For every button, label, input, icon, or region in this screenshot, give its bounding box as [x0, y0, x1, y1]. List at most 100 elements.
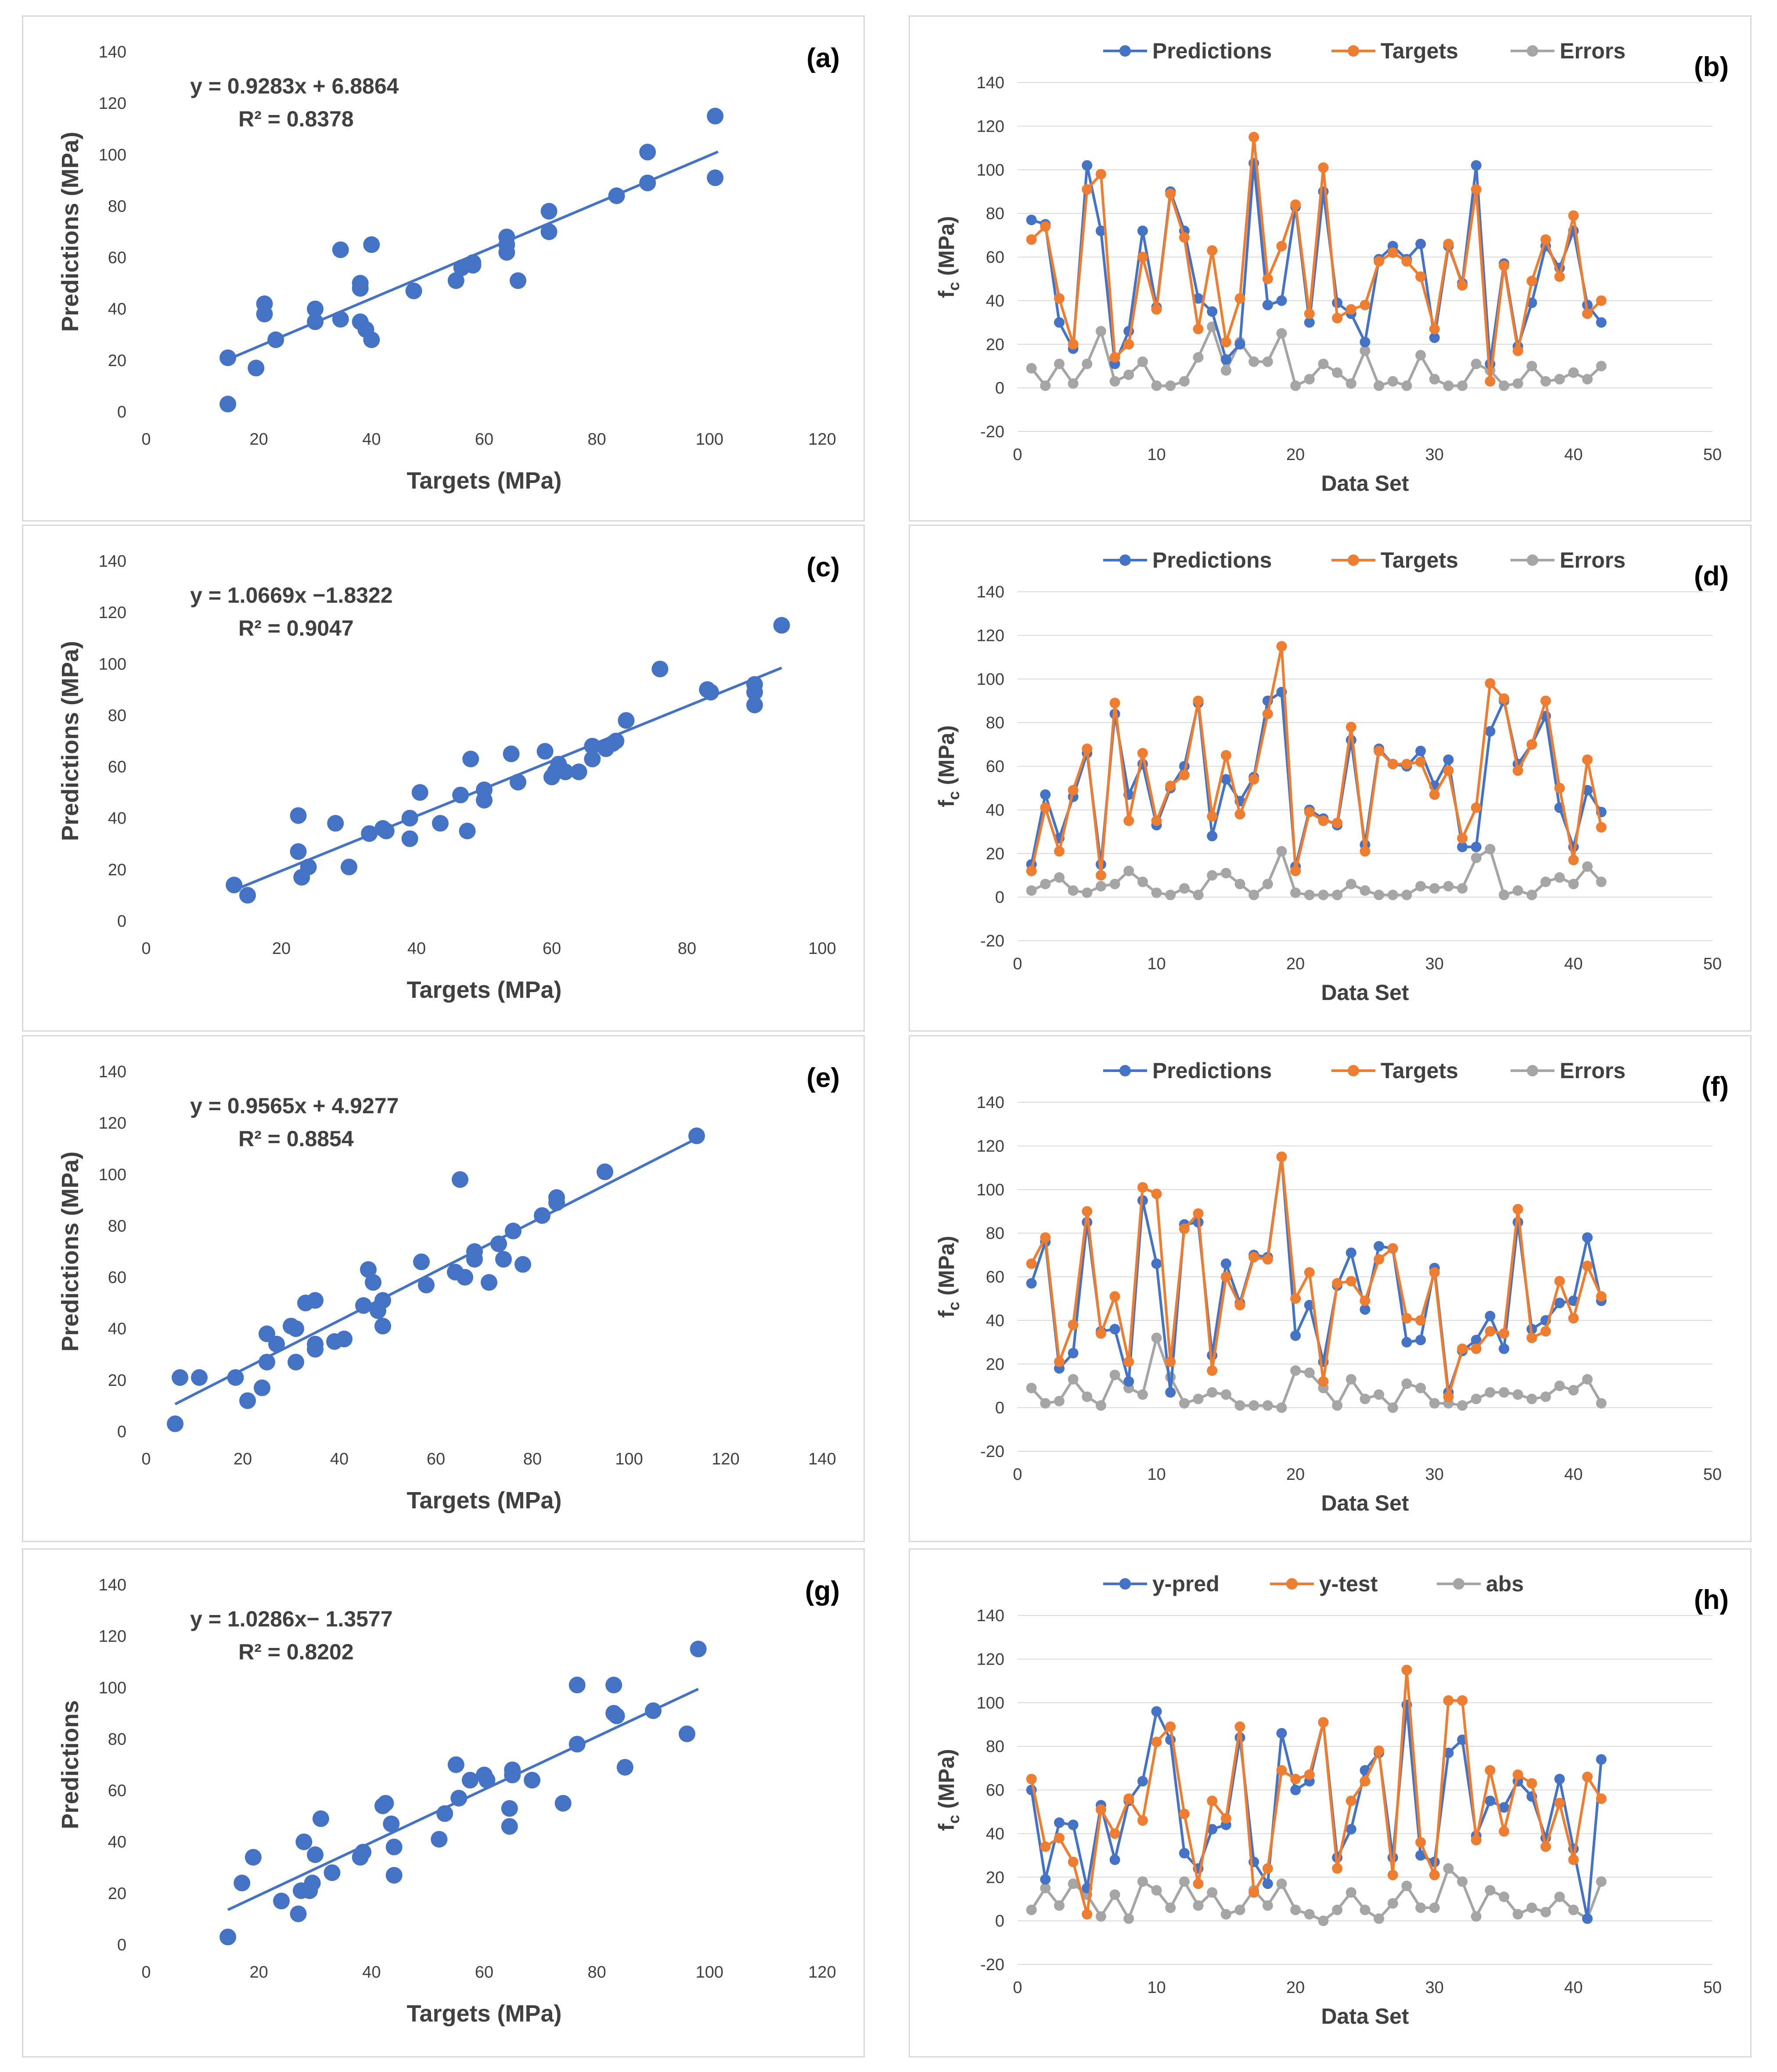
series-point: [1248, 889, 1259, 900]
x-tick-label: 140: [808, 1450, 836, 1468]
series-point: [1596, 876, 1607, 887]
series-point: [1109, 1889, 1120, 1900]
series-point: [1262, 1878, 1273, 1889]
x-tick-label: 60: [427, 1450, 445, 1468]
series-point: [1554, 1773, 1565, 1784]
series-line-targets: [1030, 1155, 1603, 1398]
trendline: [230, 666, 782, 893]
y-tick-label: 100: [977, 161, 1004, 180]
data-point: [679, 1725, 695, 1742]
chart-c-svg: 0 20 40 60 80 100 120 140 0 20 40 60 80 100 Targets (M…: [57, 552, 840, 1003]
series-point: [1123, 339, 1134, 350]
series-point: [1054, 1356, 1065, 1367]
y-tick-label: 20: [108, 1885, 126, 1903]
series-point: [1540, 234, 1551, 245]
series-point: [1054, 317, 1065, 328]
x-tick-label: 120: [808, 430, 836, 449]
series-point: [1512, 345, 1523, 356]
series-point: [1526, 1332, 1537, 1343]
r-squared: R² = 0.8854: [238, 1126, 354, 1151]
data-point: [514, 1256, 531, 1273]
data-point: [365, 1274, 381, 1291]
series-point: [1220, 365, 1231, 376]
data-point: [476, 791, 493, 809]
y-axis-title: fc (MPa): [934, 725, 963, 807]
data-point: [510, 773, 526, 791]
series-point: [1220, 337, 1231, 348]
series-point: [1290, 1293, 1301, 1304]
series-point: [1318, 1717, 1329, 1728]
series-point: [1401, 889, 1412, 900]
data-point: [447, 272, 464, 289]
series-point: [1095, 870, 1106, 881]
data-point: [377, 1795, 394, 1812]
series-point: [1095, 169, 1106, 180]
data-point: [172, 1369, 188, 1386]
legend-marker: [1527, 45, 1538, 57]
data-point: [746, 697, 763, 713]
series-point: [1499, 1891, 1510, 1902]
y-tick-label: 80: [986, 714, 1004, 732]
series-point: [1512, 1909, 1523, 1920]
trendline: [227, 1687, 699, 1911]
data-point: [341, 859, 357, 875]
y-tick-label: -20: [980, 1442, 1004, 1461]
series-point: [1429, 1870, 1440, 1881]
series-point: [1248, 1887, 1259, 1898]
series-point: [1220, 867, 1231, 878]
panel-label: (g): [805, 1576, 840, 1606]
y-tick-label: 60: [986, 1781, 1004, 1800]
y-tick-label: 100: [977, 1694, 1004, 1712]
series-point: [1471, 1911, 1482, 1922]
series-point: [1137, 252, 1148, 263]
series-point: [1026, 363, 1037, 374]
series-point: [1262, 356, 1273, 367]
data-point: [746, 683, 763, 701]
legend-label: Errors: [1560, 39, 1626, 63]
y-tick-label: 0: [995, 889, 1004, 907]
series-point: [1179, 1809, 1190, 1820]
series-point: [1179, 1398, 1190, 1409]
series-point: [1387, 889, 1398, 900]
series-point: [1374, 1389, 1385, 1400]
series-line-targets: [1030, 645, 1603, 877]
series-point: [1304, 374, 1315, 385]
data-point: [273, 1892, 290, 1910]
series-point: [1165, 188, 1176, 199]
series-point: [1095, 1804, 1106, 1815]
series-point: [1499, 1387, 1510, 1398]
series-point: [1554, 1798, 1565, 1809]
data-point: [707, 108, 724, 125]
series-point: [1582, 1374, 1593, 1385]
series-point: [1374, 889, 1385, 900]
data-point: [324, 1864, 341, 1881]
series-point: [1485, 1885, 1496, 1896]
series-point: [1151, 1706, 1162, 1717]
series-point: [1109, 878, 1120, 889]
series-point: [1137, 876, 1148, 887]
x-tick-label: 80: [678, 939, 696, 958]
y-tick-label: 140: [977, 583, 1004, 601]
series-point: [1429, 1398, 1440, 1409]
x-tick-label: 20: [250, 430, 268, 449]
data-point: [288, 1353, 304, 1371]
series-point: [1095, 1911, 1106, 1922]
series-point: [1485, 1765, 1496, 1776]
x-tick-label: 40: [407, 939, 426, 958]
y-axis-title: Predictions: [57, 1700, 83, 1829]
series-point: [1443, 238, 1454, 249]
series-point: [1151, 887, 1162, 898]
series-point: [1554, 271, 1565, 282]
series-point: [1345, 1247, 1356, 1258]
x-tick-label: 120: [808, 1963, 836, 1982]
series-point: [1054, 846, 1065, 857]
series-point: [1054, 1832, 1065, 1843]
data-point: [459, 823, 476, 839]
y-tick-label: 40: [108, 1320, 126, 1338]
panel-label: (b): [1694, 52, 1729, 82]
x-tick-label: 80: [588, 430, 606, 449]
x-tick-label: 40: [1564, 1465, 1583, 1484]
series-point: [1068, 1348, 1079, 1359]
x-tick-label: 30: [1425, 1978, 1444, 1997]
series-point: [1568, 1313, 1579, 1324]
